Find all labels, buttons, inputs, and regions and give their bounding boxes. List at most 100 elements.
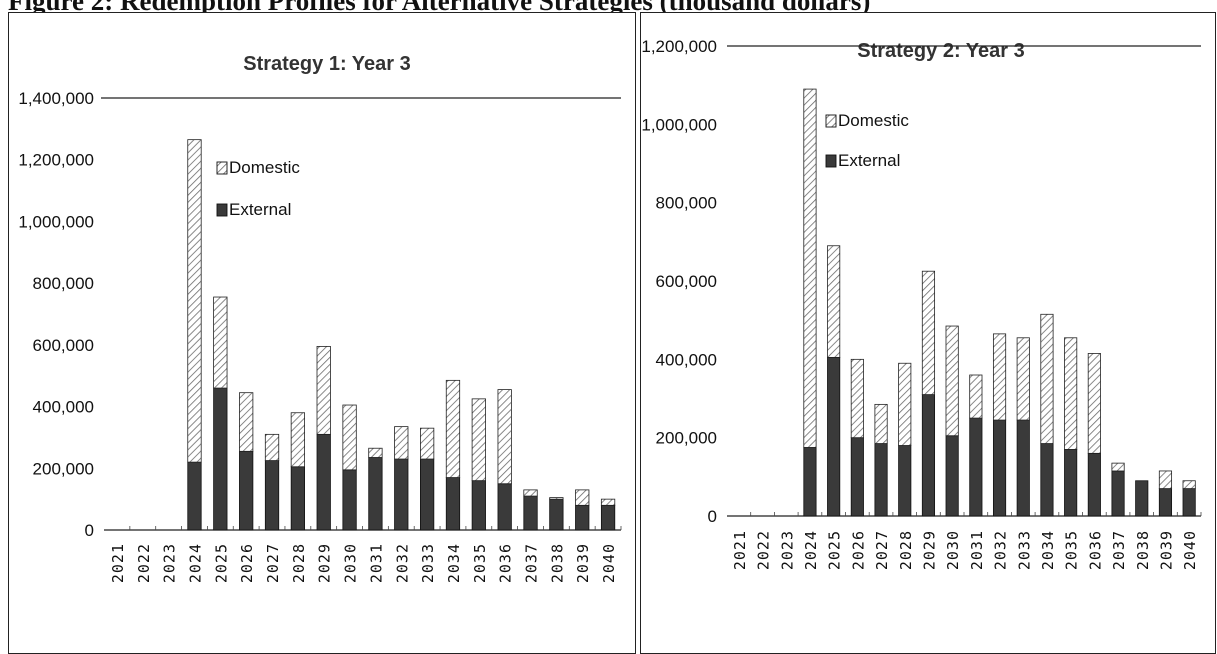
bar-external-2029 [921, 394, 936, 517]
bar-external-2025 [827, 356, 841, 517]
bar-domestic-2025 [213, 296, 228, 389]
y-tick-label: 600,000 [656, 272, 717, 291]
bar-external-2037 [1111, 470, 1125, 517]
legend-label-external: External [229, 200, 291, 219]
bar-external-2032 [394, 458, 409, 531]
x-tick-label: 2038 [548, 543, 566, 583]
chart-panel-strategy-2: Strategy 2: Year 3 0 200,000 400,000 600,000… [640, 12, 1216, 654]
x-tick-label: 2034 [445, 543, 463, 583]
chart-title: Strategy 2: Year 3 [857, 40, 1025, 62]
bar-external-2025 [213, 387, 228, 531]
bar-external-2035 [471, 480, 486, 531]
x-tick-label: 2036 [1086, 530, 1104, 570]
bar-external-2039 [575, 504, 590, 531]
chart-strategy-2: Strategy 2: Year 3 0 200,000 400,000 600,000… [641, 37, 1202, 570]
x-tick-label: 2031 [367, 543, 385, 583]
y-tick-label: 1,400,000 [18, 89, 94, 108]
bar-domestic-2028 [290, 412, 305, 468]
y-tick-label: 800,000 [656, 194, 717, 213]
bar-domestic-2039 [1158, 470, 1173, 489]
bar-domestic-2028 [898, 362, 912, 446]
y-tick-label: 1,200,000 [641, 37, 717, 56]
bar-domestic-2026 [850, 358, 864, 439]
bar-external-2026 [850, 437, 864, 517]
chart-strategy-1: Strategy 1: Year 3 0 200,000 400,000 600,000… [18, 53, 622, 583]
bar-external-2027 [874, 443, 888, 517]
x-tick-label: 2029 [316, 543, 334, 583]
y-tick-label: 400,000 [656, 350, 717, 369]
x-tick-label: 2022 [135, 543, 153, 583]
bar-external-2032 [992, 419, 1007, 517]
bar-external-2030 [945, 435, 959, 517]
bar-domestic-2029 [921, 270, 936, 395]
bar-domestic-2026 [239, 392, 254, 452]
bar-external-2039 [1158, 488, 1173, 517]
x-tick-label: 2023 [161, 543, 179, 583]
legend-label-domestic: Domestic [229, 158, 300, 177]
legend-label-external: External [838, 151, 900, 170]
bar-external-2040 [1182, 488, 1196, 517]
bar-domestic-2039 [575, 489, 590, 506]
bar-external-2033 [420, 458, 435, 531]
x-tick-label: 2029 [920, 530, 938, 570]
x-tick-label: 2035 [471, 543, 489, 583]
bar-external-2024 [187, 461, 202, 531]
bar-external-2028 [290, 466, 305, 531]
bar-domestic-2029 [316, 345, 331, 435]
bar-domestic-2024 [187, 139, 202, 463]
bar-external-2028 [898, 445, 912, 517]
x-tick-label: 2039 [574, 543, 592, 583]
bar-domestic-2040 [1182, 480, 1196, 489]
legend-label-domestic: Domestic [838, 111, 909, 130]
chart-title: Strategy 1: Year 3 [243, 53, 411, 75]
bar-external-2034 [445, 477, 461, 531]
x-tick-label: 2037 [523, 543, 541, 583]
bar-external-2031 [368, 457, 383, 531]
y-tick-label: 1,200,000 [18, 151, 94, 170]
bar-external-2035 [1064, 449, 1078, 517]
x-tick-label: 2039 [1157, 530, 1175, 570]
bar-domestic-2036 [497, 389, 512, 485]
x-tick-label: 2021 [731, 530, 749, 570]
y-tick-label: 1,000,000 [641, 115, 717, 134]
x-tick-label: 2027 [264, 543, 282, 583]
bar-domestic-2035 [471, 398, 486, 482]
bar-domestic-2040 [600, 498, 616, 506]
x-tick-label: 2026 [849, 530, 867, 570]
y-tick-label: 200,000 [33, 459, 94, 478]
legend-swatch-external [825, 154, 837, 168]
x-tick-label: 2028 [897, 530, 915, 570]
x-tick-label: 2027 [873, 530, 891, 570]
x-tick-label: 2026 [238, 543, 256, 583]
x-tick-label: 2032 [393, 543, 411, 583]
bar-domestic-2030 [945, 325, 959, 437]
x-tick-label: 2033 [419, 543, 437, 583]
bar-domestic-2036 [1087, 353, 1101, 454]
x-tick-label: 2033 [1015, 530, 1033, 570]
bar-domestic-2034 [1040, 313, 1054, 444]
legend-swatch-domestic [825, 114, 837, 128]
bar-external-2037 [523, 495, 538, 531]
bar-external-2031 [969, 417, 983, 517]
bar-external-2027 [264, 460, 280, 531]
x-tick-label: 2030 [944, 530, 962, 570]
y-tick-label: 0 [708, 507, 717, 526]
y-tick-label: 600,000 [33, 336, 94, 355]
bar-external-2038 [1135, 480, 1149, 517]
bar-domestic-2033 [420, 427, 435, 460]
bar-domestic-2025 [827, 245, 841, 358]
bar-domestic-2030 [342, 404, 357, 471]
x-tick-label: 2036 [497, 543, 515, 583]
bar-domestic-2032 [992, 333, 1007, 421]
x-tick-label: 2030 [342, 543, 360, 583]
bar-domestic-2032 [394, 426, 409, 460]
bar-domestic-2027 [874, 403, 888, 444]
y-tick-label: 200,000 [656, 429, 717, 448]
bar-domestic-2035 [1064, 337, 1078, 450]
bar-domestic-2024 [803, 88, 817, 448]
bar-domestic-2037 [1111, 462, 1125, 472]
bar-external-2024 [803, 447, 817, 517]
bar-external-2036 [1087, 452, 1101, 517]
x-tick-label: 2040 [1181, 530, 1199, 570]
bar-external-2026 [239, 450, 254, 531]
